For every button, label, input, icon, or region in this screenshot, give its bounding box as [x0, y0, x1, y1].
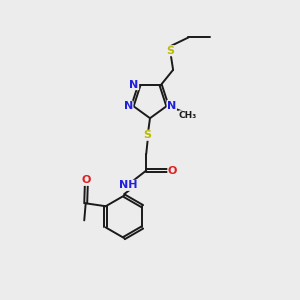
- Text: N: N: [124, 101, 133, 111]
- Text: S: S: [144, 130, 152, 140]
- Text: S: S: [166, 46, 174, 56]
- Text: NH: NH: [119, 180, 138, 190]
- Text: O: O: [168, 166, 177, 176]
- Text: CH₃: CH₃: [179, 111, 197, 120]
- Text: N: N: [129, 80, 139, 90]
- Text: O: O: [82, 175, 91, 185]
- Text: N: N: [167, 100, 176, 111]
